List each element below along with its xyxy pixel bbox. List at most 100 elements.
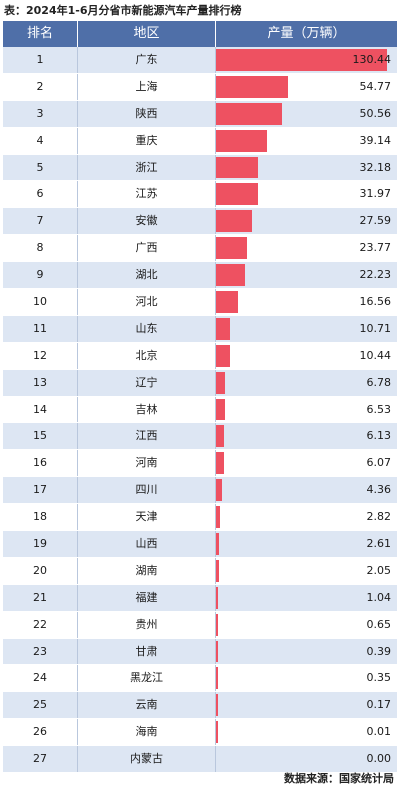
table-row: 6 江苏 31.97 bbox=[3, 181, 397, 209]
output-value-label: 6.13 bbox=[366, 429, 392, 443]
rank-cell: 17 bbox=[3, 477, 78, 504]
rank-cell: 11 bbox=[3, 315, 78, 342]
rank-cell: 1 bbox=[3, 47, 78, 73]
rank-cell: 4 bbox=[3, 127, 78, 154]
output-cell: 6.78 bbox=[216, 370, 397, 396]
region-cell: 广西 bbox=[78, 235, 216, 262]
output-value-label: 0.65 bbox=[366, 617, 392, 631]
rank-cell: 27 bbox=[3, 746, 78, 773]
output-cell: 0.65 bbox=[216, 612, 397, 638]
region-cell: 河南 bbox=[78, 450, 216, 477]
table-row: 17 四川 4.36 bbox=[3, 477, 397, 505]
output-cell: 10.44 bbox=[216, 343, 397, 369]
rank-cell: 14 bbox=[3, 396, 78, 423]
region-cell: 天津 bbox=[78, 504, 216, 531]
output-cell: 0.01 bbox=[216, 719, 397, 745]
rank-cell: 25 bbox=[3, 692, 78, 719]
rank-cell: 21 bbox=[3, 584, 78, 611]
output-value-label: 4.36 bbox=[366, 483, 392, 497]
output-cell: 1.04 bbox=[216, 585, 397, 611]
output-cell: 31.97 bbox=[216, 181, 397, 207]
output-bar bbox=[216, 237, 248, 260]
region-cell: 重庆 bbox=[78, 127, 216, 154]
data-source: 数据来源：国家统计局 bbox=[284, 772, 394, 785]
output-value-label: 6.53 bbox=[366, 402, 392, 416]
output-value-label: 32.18 bbox=[359, 160, 392, 174]
output-value-label: 31.97 bbox=[359, 187, 392, 201]
table-row: 19 山西 2.61 bbox=[3, 531, 397, 558]
table-row: 22 贵州 0.65 bbox=[3, 611, 397, 639]
region-cell: 福建 bbox=[78, 584, 216, 611]
output-bar bbox=[216, 102, 283, 125]
region-cell: 甘肃 bbox=[78, 638, 216, 665]
output-bar bbox=[216, 129, 268, 152]
region-cell: 内蒙古 bbox=[78, 746, 216, 773]
table-caption: 表：2024年1-6月分省市新能源汽车产量排行榜 bbox=[4, 4, 242, 17]
table-row: 13 辽宁 6.78 bbox=[3, 369, 397, 397]
table-row: 9 湖北 22.23 bbox=[3, 262, 397, 290]
output-bar bbox=[216, 264, 246, 287]
output-bar bbox=[216, 371, 225, 394]
region-cell: 北京 bbox=[78, 342, 216, 369]
rank-cell: 26 bbox=[3, 719, 78, 746]
table-row: 25 云南 0.17 bbox=[3, 692, 397, 720]
header-rank: 排名 bbox=[3, 21, 78, 47]
rank-cell: 24 bbox=[3, 665, 78, 692]
output-bar bbox=[216, 75, 288, 98]
table-header: 排名 地区 产量（万辆） bbox=[3, 21, 397, 47]
region-cell: 湖北 bbox=[78, 262, 216, 289]
output-value-label: 6.07 bbox=[366, 456, 392, 470]
region-cell: 贵州 bbox=[78, 611, 216, 638]
output-cell: 50.56 bbox=[216, 101, 397, 127]
region-cell: 黑龙江 bbox=[78, 665, 216, 692]
output-cell: 0.00 bbox=[216, 746, 397, 772]
output-value-label: 0.39 bbox=[366, 644, 392, 658]
output-bar bbox=[216, 613, 218, 636]
rank-cell: 3 bbox=[3, 100, 78, 127]
output-value-label: 0.35 bbox=[366, 671, 392, 685]
region-cell: 四川 bbox=[78, 477, 216, 504]
output-cell: 54.77 bbox=[216, 74, 397, 100]
table-row: 7 安徽 27.59 bbox=[3, 208, 397, 236]
rank-cell: 16 bbox=[3, 450, 78, 477]
region-cell: 江苏 bbox=[78, 181, 216, 208]
production-ranking-table: 排名 地区 产量（万辆） 1 广东 130.44 2 上海 54.77 3 陕西 50.56 4 重… bbox=[3, 21, 397, 774]
output-value-label: 2.61 bbox=[366, 537, 392, 551]
output-value-label: 50.56 bbox=[359, 106, 392, 120]
output-value-label: 10.71 bbox=[359, 321, 392, 335]
region-cell: 湖南 bbox=[78, 557, 216, 584]
rank-cell: 2 bbox=[3, 73, 78, 100]
output-bar bbox=[216, 452, 224, 475]
output-value-label: 0.00 bbox=[366, 752, 392, 766]
table-row: 21 福建 1.04 bbox=[3, 584, 397, 612]
table-row: 24 黑龙江 0.35 bbox=[3, 665, 397, 693]
output-bar bbox=[216, 694, 218, 717]
region-cell: 吉林 bbox=[78, 396, 216, 423]
output-cell: 4.36 bbox=[216, 477, 397, 503]
output-cell: 2.05 bbox=[216, 558, 397, 584]
table-row: 5 浙江 32.18 bbox=[3, 154, 397, 182]
output-value-label: 6.78 bbox=[366, 375, 392, 389]
output-cell: 0.35 bbox=[216, 665, 397, 691]
output-cell: 2.82 bbox=[216, 504, 397, 530]
table-row: 10 河北 16.56 bbox=[3, 289, 397, 316]
region-cell: 海南 bbox=[78, 719, 216, 746]
output-cell: 32.18 bbox=[216, 155, 397, 181]
table-row: 12 北京 10.44 bbox=[3, 342, 397, 370]
region-cell: 河北 bbox=[78, 289, 216, 315]
output-bar bbox=[216, 183, 258, 206]
output-cell: 23.77 bbox=[216, 235, 397, 261]
rank-cell: 18 bbox=[3, 504, 78, 531]
table-row: 3 陕西 50.56 bbox=[3, 100, 397, 128]
output-value-label: 0.17 bbox=[366, 698, 392, 712]
region-cell: 云南 bbox=[78, 692, 216, 719]
region-cell: 山西 bbox=[78, 531, 216, 557]
rank-cell: 6 bbox=[3, 181, 78, 208]
table-row: 20 湖南 2.05 bbox=[3, 557, 397, 585]
rank-cell: 10 bbox=[3, 289, 78, 315]
output-cell: 0.39 bbox=[216, 639, 397, 665]
output-bar bbox=[216, 506, 220, 529]
rank-cell: 13 bbox=[3, 369, 78, 396]
output-cell: 6.53 bbox=[216, 397, 397, 423]
rank-cell: 23 bbox=[3, 638, 78, 665]
